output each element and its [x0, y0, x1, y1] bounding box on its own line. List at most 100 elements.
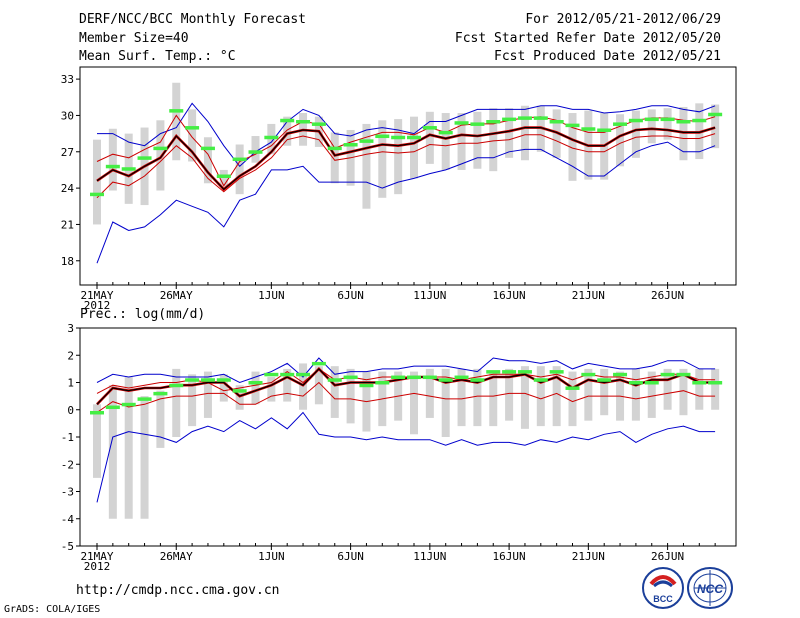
prec-box-6	[188, 374, 197, 427]
forecast-period: For 2012/05/21-2012/06/29	[525, 12, 721, 27]
prec-median-7	[200, 378, 215, 382]
temp-box-33	[616, 114, 625, 167]
temp-median-4	[153, 146, 168, 151]
prec-median-14	[311, 361, 326, 366]
prec-box-37	[679, 368, 688, 416]
temp-xtick-label-3: 6JUN	[337, 289, 364, 302]
temp-median-16	[343, 143, 358, 147]
member-size: Member Size=40	[79, 31, 189, 46]
prec-box-15	[330, 366, 339, 418]
prec-xtick-label-7: 26JUN	[651, 550, 684, 563]
prec-box-29	[552, 366, 561, 427]
temp-median-23	[454, 121, 469, 125]
temp-median-14	[311, 122, 326, 126]
prec-median-38	[692, 381, 707, 385]
prec-median-0	[90, 410, 104, 415]
prec-median-11	[264, 372, 279, 377]
temp-xtick-label-1: 26MAY	[160, 289, 193, 302]
prec-median-2	[121, 402, 136, 407]
temp-box-0	[93, 139, 101, 225]
prec-median-28	[533, 378, 548, 382]
prec-median-29	[549, 370, 564, 374]
prec-median-27	[517, 370, 532, 374]
temp-median-30	[565, 123, 580, 128]
temp-box-8	[219, 169, 228, 187]
prec-box-24	[473, 368, 482, 427]
prec-median-35	[644, 381, 659, 385]
prec-xtick-label-1: 26MAY	[160, 550, 193, 563]
temp-median-1	[105, 164, 120, 169]
temp-lower-line	[96, 133, 716, 199]
temp-median-3	[137, 156, 152, 160]
prec-box-23	[457, 368, 466, 427]
temp-box-1	[108, 128, 117, 191]
prec-median-3	[137, 397, 152, 401]
prec-ytick-label-5: -2	[61, 458, 74, 471]
temp-mean-line	[96, 127, 716, 191]
temp-box-10	[251, 136, 260, 163]
temp-median-19	[391, 135, 406, 140]
temp-box-26	[505, 108, 514, 158]
temp-median-18	[375, 134, 390, 139]
grads-credit: GrADS: COLA/IGES	[4, 604, 101, 615]
prec-xtick-label-4: 11JUN	[413, 550, 446, 563]
prec-ytick-label-0: 3	[67, 322, 74, 335]
temp-median-24	[470, 122, 485, 126]
variable-label: Mean Surf. Temp.: °C	[79, 49, 236, 64]
prec-box-12	[283, 368, 292, 402]
temp-median-7	[200, 146, 215, 151]
temp-box-7	[203, 137, 212, 184]
bcc-logo-text: BCC	[653, 594, 673, 604]
temp-ytick-label-4: 21	[61, 218, 74, 231]
prec-median-23	[454, 375, 469, 380]
prec-box-36	[663, 368, 672, 410]
prec-median-34	[628, 381, 643, 385]
temp-xtick-label-0: 21MAY	[80, 289, 113, 302]
prec-box-16	[346, 368, 355, 424]
ncc-logo-text: NCC	[697, 582, 723, 596]
prec-xtick-label-6: 21JUN	[572, 550, 605, 563]
temp-median-38	[692, 118, 707, 123]
prec-box-1	[108, 385, 117, 519]
temp-median-11	[264, 135, 279, 140]
ncc-logo: NCC	[687, 567, 733, 609]
prec-xtick-label-2: 1JUN	[258, 550, 285, 563]
temp-median-6	[185, 126, 200, 130]
temp-box-21	[425, 111, 434, 164]
prec-box-5	[172, 368, 181, 437]
prec-median-20	[407, 375, 421, 380]
temp-ytick-label-2: 27	[61, 146, 74, 159]
prec-median-32	[597, 378, 612, 382]
temp-median-37	[676, 120, 691, 124]
temp-box-20	[410, 116, 418, 179]
prec-median-4	[153, 391, 168, 396]
prec-ytick-label-7: -4	[61, 513, 75, 526]
temp-xtick-label-6: 21JUN	[572, 289, 605, 302]
prec-box-21	[425, 368, 434, 418]
prec-median-16	[343, 375, 358, 380]
temp-upper-line	[96, 114, 716, 187]
prec-box-20	[410, 371, 418, 435]
prec-box-0	[93, 404, 101, 478]
prec-median-15	[327, 378, 342, 382]
prec-box-39	[711, 368, 720, 410]
source-url[interactable]: http://cmdp.ncc.cma.gov.cn	[76, 583, 280, 598]
prec-median-36	[660, 372, 675, 377]
temp-median-27	[517, 116, 532, 120]
prec-median-21	[422, 375, 437, 380]
temp-median-29	[549, 120, 564, 124]
temp-box-30	[568, 113, 577, 181]
prec-median-18	[375, 381, 390, 385]
temp-median-8	[216, 174, 231, 178]
temp-median-25	[486, 120, 501, 124]
prec-median-12	[280, 372, 295, 377]
prec-ytick-label-3: 0	[67, 404, 74, 417]
prec-xtick-label-5: 16JUN	[493, 550, 526, 563]
temp-box-35	[647, 109, 656, 144]
prec-xtick-label-0: 21MAY	[80, 550, 113, 563]
prec-median-39	[708, 381, 723, 385]
precip-variable-label: Prec.: log(mm/d)	[80, 307, 206, 322]
temp-box-23	[457, 113, 466, 170]
prec-median-26	[502, 370, 517, 374]
